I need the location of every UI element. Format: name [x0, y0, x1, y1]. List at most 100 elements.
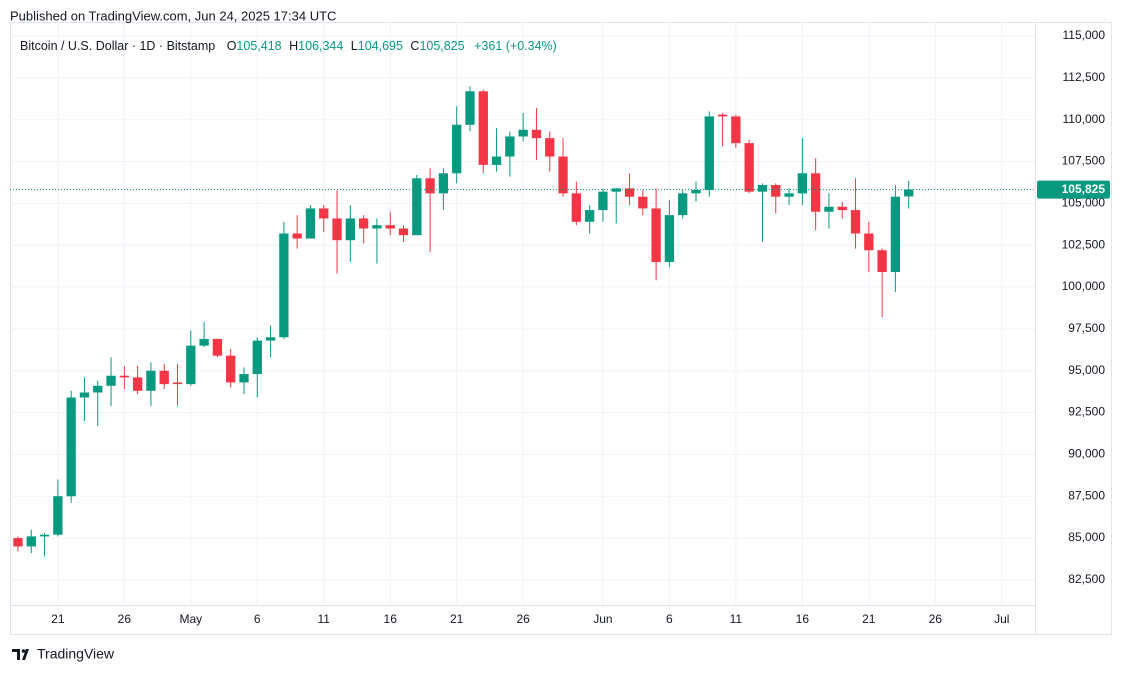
- x-tick-label: 11: [730, 612, 743, 626]
- x-tick-label: Jul: [994, 612, 1009, 626]
- y-tick-label: 90,000: [1068, 447, 1105, 461]
- y-tick-label: 100,000: [1062, 279, 1106, 293]
- candle-body: [452, 124, 462, 174]
- x-tick-label: 26: [516, 612, 530, 626]
- candle-body: [824, 206, 834, 212]
- x-tick-label: May: [179, 612, 202, 626]
- candle-body: [757, 184, 768, 192]
- candle-body: [771, 184, 781, 197]
- legend-value: 105,418: [236, 39, 281, 53]
- candle-body: [598, 191, 608, 211]
- last-price-label: 105,825: [1062, 182, 1106, 196]
- candle-body: [252, 340, 262, 375]
- x-tick-label: 6: [666, 612, 673, 626]
- candle-body: [651, 208, 661, 262]
- candles: [10, 86, 1035, 557]
- candle-body: [372, 225, 382, 229]
- grid: [10, 22, 1035, 605]
- candle-body: [584, 210, 595, 222]
- x-tick-label: 26: [118, 612, 132, 626]
- candle-body: [79, 392, 90, 398]
- candle-body: [850, 210, 861, 234]
- candle-body: [518, 129, 528, 137]
- candle-body: [319, 208, 329, 219]
- x-tick-label: 26: [929, 612, 943, 626]
- x-tick-label: 16: [384, 612, 398, 626]
- candle-body: [239, 374, 249, 383]
- candle-body: [664, 215, 675, 262]
- candle-body: [864, 233, 874, 251]
- brand-name[interactable]: TradingView: [37, 646, 115, 662]
- x-tick-label: 11: [318, 612, 331, 626]
- candle-body: [119, 375, 129, 378]
- candle-body: [66, 397, 76, 497]
- candle-body: [810, 173, 821, 212]
- x-tick-label: 16: [796, 612, 810, 626]
- y-tick-label: 107,500: [1062, 154, 1106, 168]
- y-tick-label: 87,500: [1068, 488, 1105, 502]
- candle-body: [691, 190, 701, 194]
- candle-body: [890, 196, 901, 273]
- legend-key: L: [351, 39, 358, 53]
- candle-body: [877, 250, 887, 273]
- y-tick-label: 92,500: [1068, 405, 1105, 419]
- candle-body: [438, 173, 449, 194]
- candle-body: [159, 370, 169, 385]
- candle-body: [425, 178, 435, 194]
- labels: 82,500 85,000 87,500 90,000 92,500 95,000 97,5…: [51, 28, 1110, 626]
- candle-body: [199, 338, 209, 346]
- candle-body: [26, 536, 36, 547]
- candle-body: [345, 218, 355, 241]
- candle-body: [332, 218, 342, 241]
- y-tick-label: 112,500: [1063, 70, 1106, 84]
- candle-body: [132, 377, 143, 391]
- candle-body: [53, 496, 63, 535]
- candle-body: [172, 382, 183, 385]
- candle-body: [904, 189, 914, 197]
- candle-body: [265, 337, 276, 341]
- candle-body: [744, 143, 754, 192]
- candle-body: [358, 218, 369, 229]
- x-tick-label: 21: [51, 612, 65, 626]
- legend-symbol: Bitcoin / U.S. Dollar · 1D · Bitstamp: [20, 39, 215, 53]
- legend-value: 105,825: [419, 39, 464, 53]
- candle-body: [784, 193, 794, 197]
- candle-body: [505, 136, 515, 157]
- legend-key: C: [410, 39, 419, 53]
- y-tick-label: 82,500: [1068, 572, 1105, 586]
- candle-body: [837, 206, 847, 211]
- candle-body: [398, 228, 409, 236]
- candle-body: [39, 534, 50, 537]
- candle-body: [797, 173, 808, 194]
- candle-body: [491, 156, 502, 165]
- candle-body: [678, 193, 688, 216]
- candle-body: [717, 114, 728, 117]
- last-price-box: [1037, 180, 1110, 199]
- candle-body: [292, 233, 302, 239]
- candle-body: [412, 178, 422, 236]
- y-tick-label: 105,000: [1062, 196, 1106, 210]
- candle-body: [571, 193, 581, 222]
- y-tick-label: 115,000: [1063, 28, 1106, 42]
- y-tick-label: 95,000: [1068, 363, 1105, 377]
- candle-body: [305, 208, 316, 239]
- candle-body: [186, 345, 196, 385]
- candle-body: [545, 138, 555, 157]
- candle-body: [385, 225, 395, 229]
- x-tick-label: 21: [450, 612, 464, 626]
- legend-value: 104,695: [358, 39, 403, 53]
- x-tick-label: Jun: [593, 612, 612, 626]
- y-tick-label: 110,000: [1063, 112, 1106, 126]
- candle-body: [531, 129, 542, 139]
- legend-change: +361 (+0.34%): [474, 39, 557, 53]
- candle-body: [146, 370, 156, 391]
- candle-body: [624, 188, 635, 197]
- candle-body: [279, 233, 289, 338]
- x-tick-label: 6: [254, 612, 261, 626]
- candle-body: [13, 538, 23, 547]
- brand-logo: TradingView: [12, 646, 115, 662]
- candle-body: [731, 116, 741, 144]
- legend-key: H: [289, 39, 298, 53]
